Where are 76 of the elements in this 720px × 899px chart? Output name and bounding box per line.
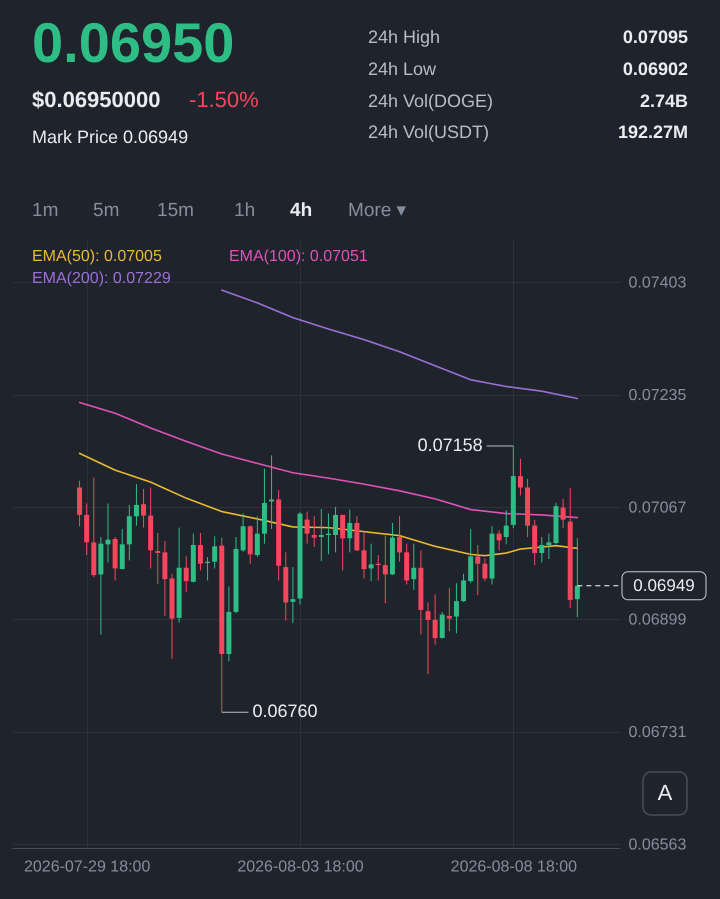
annotation: 0.07158 <box>418 435 483 456</box>
text: 15m <box>157 200 194 221</box>
line-series <box>78 452 578 557</box>
text: 5m <box>93 200 120 221</box>
text: EMA(100): 0.07051 <box>229 248 368 265</box>
line-series <box>78 402 578 518</box>
y-tick-label: 0.07403 <box>628 274 686 292</box>
candlestick <box>134 484 139 526</box>
candlestick <box>574 538 580 618</box>
candlestick <box>326 513 331 555</box>
text: -1.50% <box>189 87 259 112</box>
candlestick <box>269 454 274 530</box>
line-series <box>220 289 578 400</box>
text: 4h <box>290 200 312 221</box>
text: EMA(200): 0.07229 <box>32 270 171 287</box>
text: A <box>658 780 673 805</box>
candlestick <box>212 536 218 569</box>
candlestick <box>539 536 544 563</box>
y-tick-label: 0.06731 <box>628 724 686 742</box>
candlestick <box>496 530 502 551</box>
candlestick <box>347 509 352 553</box>
text: 192.27M <box>618 122 688 142</box>
candlestick <box>504 510 509 545</box>
candlestick <box>340 514 346 571</box>
text: 24h Low <box>368 59 438 79</box>
candlestick <box>426 602 430 675</box>
candlestick <box>304 511 310 544</box>
annotation: 0.06949 <box>633 576 695 595</box>
x-tick-label: 2026-08-08 18:00 <box>450 858 578 876</box>
candlestick <box>440 611 445 640</box>
candlestick <box>312 516 317 548</box>
candlestick <box>376 554 381 581</box>
candlestick <box>362 532 366 579</box>
text: $0.06950000 <box>32 87 160 112</box>
candlestick <box>560 498 566 529</box>
x-tick-label: 2026-07-29 18:00 <box>24 858 150 876</box>
candlestick <box>205 556 210 581</box>
text: 1h <box>234 200 256 221</box>
candlestick <box>397 516 402 562</box>
text: 24h Vol(USDT) <box>368 122 490 142</box>
y-tick-label: 0.06899 <box>628 612 686 629</box>
candlestick <box>155 532 160 584</box>
candlestick <box>368 543 374 582</box>
candlestick <box>518 458 523 496</box>
candlestick <box>461 573 466 602</box>
candlestick <box>254 516 260 558</box>
text: 2.74B <box>640 91 688 111</box>
annotation: 0.06760 <box>252 701 318 722</box>
candlestick <box>106 503 110 563</box>
candlestick <box>446 587 452 632</box>
x-tick-label: 2026-08-03 18:00 <box>237 858 364 876</box>
y-tick-label: 0.07067 <box>628 499 686 516</box>
y-tick-label: 0.06563 <box>628 836 686 854</box>
candlestick <box>454 582 459 634</box>
candlestick <box>333 506 338 553</box>
text: Mark Price 0.06949 <box>32 127 188 147</box>
candlestick <box>290 566 296 624</box>
text: 0.07095 <box>622 27 688 47</box>
candlestick <box>382 535 388 604</box>
candlestick <box>432 594 438 646</box>
text: EMA(50): 0.07005 <box>32 248 162 265</box>
candlestick <box>141 488 146 528</box>
text: 1m <box>32 200 58 221</box>
candlestick <box>482 558 488 582</box>
y-tick-label: 0.07235 <box>628 387 686 404</box>
candlestick <box>184 556 189 592</box>
candlestick <box>411 543 416 590</box>
candlestick <box>546 533 552 560</box>
chart-title: 0.06950 <box>32 11 234 74</box>
candlestick <box>198 532 203 571</box>
text: 0.06902 <box>622 59 688 79</box>
text: 24h Vol(DOGE) <box>368 91 494 111</box>
text: More ▾ <box>348 200 407 221</box>
candlestick <box>318 508 324 562</box>
text: 24h High <box>368 27 440 47</box>
candlestick <box>475 544 480 596</box>
